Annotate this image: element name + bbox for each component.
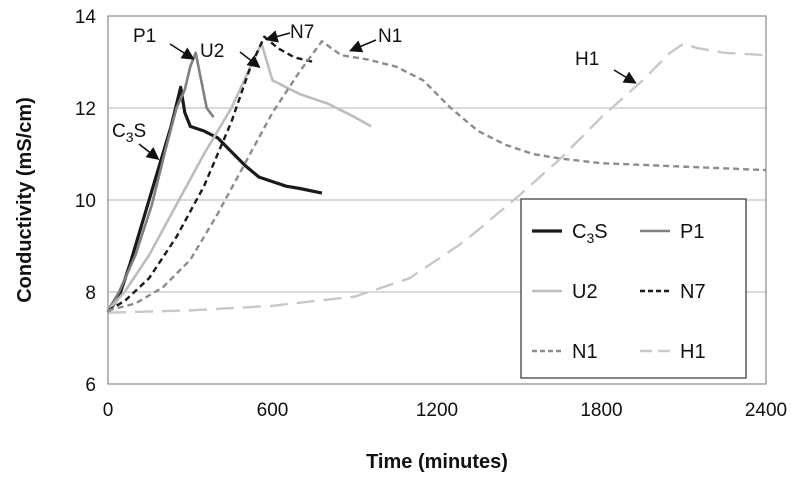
x-tick-label: 1800 [580,400,622,421]
legend-label-n7: N7 [680,281,706,303]
y-axis-title: Conductivity (mS/cm) [14,97,36,303]
annotation-u2: U2 [200,41,224,62]
legend-label-c3s: C3S [572,221,608,246]
annotations: P1 U2 N7 N1 H1 C3S [112,22,637,160]
annotation-arrow [264,30,291,43]
annotation-arrow [169,43,195,60]
legend-label-h1: H1 [680,341,706,363]
annotation-arrow [239,51,261,68]
y-tick-label: 10 [75,191,96,212]
annotation-arrow [349,39,377,53]
series-line-u2 [107,42,372,312]
annotation-h1: H1 [575,49,599,70]
legend: C3S P1 U2 N7 N1 H1 [520,198,747,379]
x-tick-label: 600 [257,400,289,421]
annotation-p1: P1 [133,26,156,47]
y-tick-label: 8 [85,283,96,304]
x-tick-label: 1200 [416,400,458,421]
y-tick-label: 6 [85,375,96,396]
y-tick-label: 12 [75,99,96,120]
y-tick-label: 14 [75,7,97,28]
legend-box [520,198,747,379]
legend-label-p1: P1 [680,221,704,243]
annotation-c3s: C3S [112,121,146,145]
annotation-arrow [138,143,160,160]
series-line-h1 [107,42,767,314]
annotation-n1: N1 [378,26,402,47]
series-line-n7 [107,35,314,312]
series-line-n1 [107,40,767,312]
annotation-arrow [613,69,637,84]
x-tick-label: 2400 [745,400,787,421]
series-line-c3s [106,85,323,314]
series-line-p1 [106,51,215,312]
tick-labels: 6 8 10 12 14 0 600 1200 1800 2400 [75,7,787,421]
x-axis-title: Time (minutes) [366,451,508,473]
legend-label-u2: U2 [572,281,598,303]
legend-label-n1: N1 [572,341,598,363]
annotation-n7: N7 [290,22,314,43]
plot-area-frame [107,15,767,385]
x-tick-label: 0 [103,400,114,421]
